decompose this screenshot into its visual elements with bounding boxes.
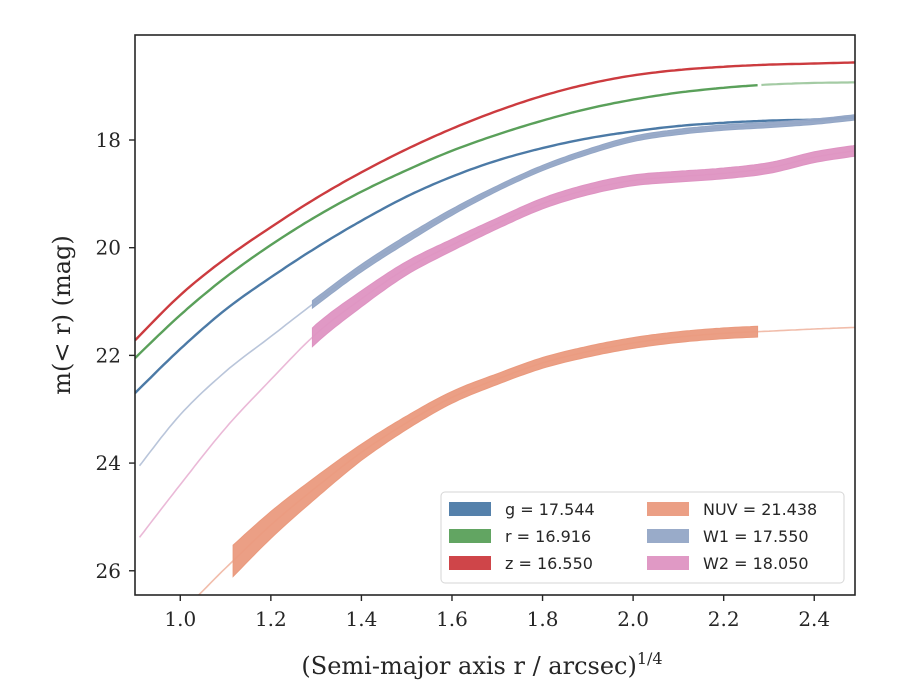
- plot-area: [135, 61, 855, 595]
- x-tick-label: 2.4: [798, 607, 830, 631]
- legend: g = 17.544 r = 16.916 z = 16.550 NUV = 21.4…: [440, 491, 845, 584]
- legend-box: [440, 491, 845, 584]
- legend-swatch: [647, 502, 689, 516]
- series-band: [311, 114, 855, 310]
- legend-swatch: [647, 529, 689, 543]
- series-line: [135, 116, 855, 394]
- x-tick-label: 1.4: [346, 607, 378, 631]
- y-axis-title: m(< r) (mag): [48, 235, 76, 394]
- legend-label: NUV = 21.438: [703, 500, 817, 519]
- series-band: [232, 325, 759, 578]
- series-line-faded: [138, 150, 855, 538]
- series-line-faded: [761, 81, 855, 87]
- legend-swatch: [449, 502, 491, 516]
- x-tick-label: 1.2: [255, 607, 287, 631]
- x-axis: 1.0 1.2 1.4 1.6 1.8 2.0 2.2 2.4: [164, 595, 830, 631]
- x-axis-title-exponent: 1/4: [637, 649, 663, 668]
- x-tick-label: 1.6: [436, 607, 468, 631]
- legend-label: r = 16.916: [505, 527, 591, 546]
- plot-frame: [134, 34, 856, 596]
- legend-swatch: [647, 556, 689, 570]
- y-tick-label: 22: [96, 343, 121, 367]
- y-tick-label: 20: [96, 236, 121, 260]
- x-axis-title-main: (Semi-major axis r / arcsec): [301, 652, 636, 680]
- series-band: [311, 144, 855, 348]
- x-tick-label: 2.0: [617, 607, 649, 631]
- legend-label: g = 17.544: [505, 500, 595, 519]
- x-axis-title: (Semi-major axis r / arcsec)1/4: [301, 649, 662, 680]
- legend-label: W2 = 18.050: [703, 554, 809, 573]
- y-axis: 18 20 22 24 26: [96, 128, 135, 583]
- y-tick-label: 24: [96, 451, 121, 475]
- series-line: [135, 61, 855, 342]
- series-line: [135, 84, 758, 359]
- series-line-faded: [197, 326, 855, 595]
- legend-swatch: [449, 556, 491, 570]
- y-tick-label: 26: [96, 559, 121, 583]
- x-tick-label: 1.8: [527, 607, 559, 631]
- x-tick-label: 2.2: [708, 607, 740, 631]
- y-tick-label: 18: [96, 128, 121, 152]
- x-tick-label: 1.0: [164, 607, 196, 631]
- legend-label: z = 16.550: [505, 554, 593, 573]
- legend-label: W1 = 17.550: [703, 527, 809, 546]
- legend-swatch: [449, 529, 491, 543]
